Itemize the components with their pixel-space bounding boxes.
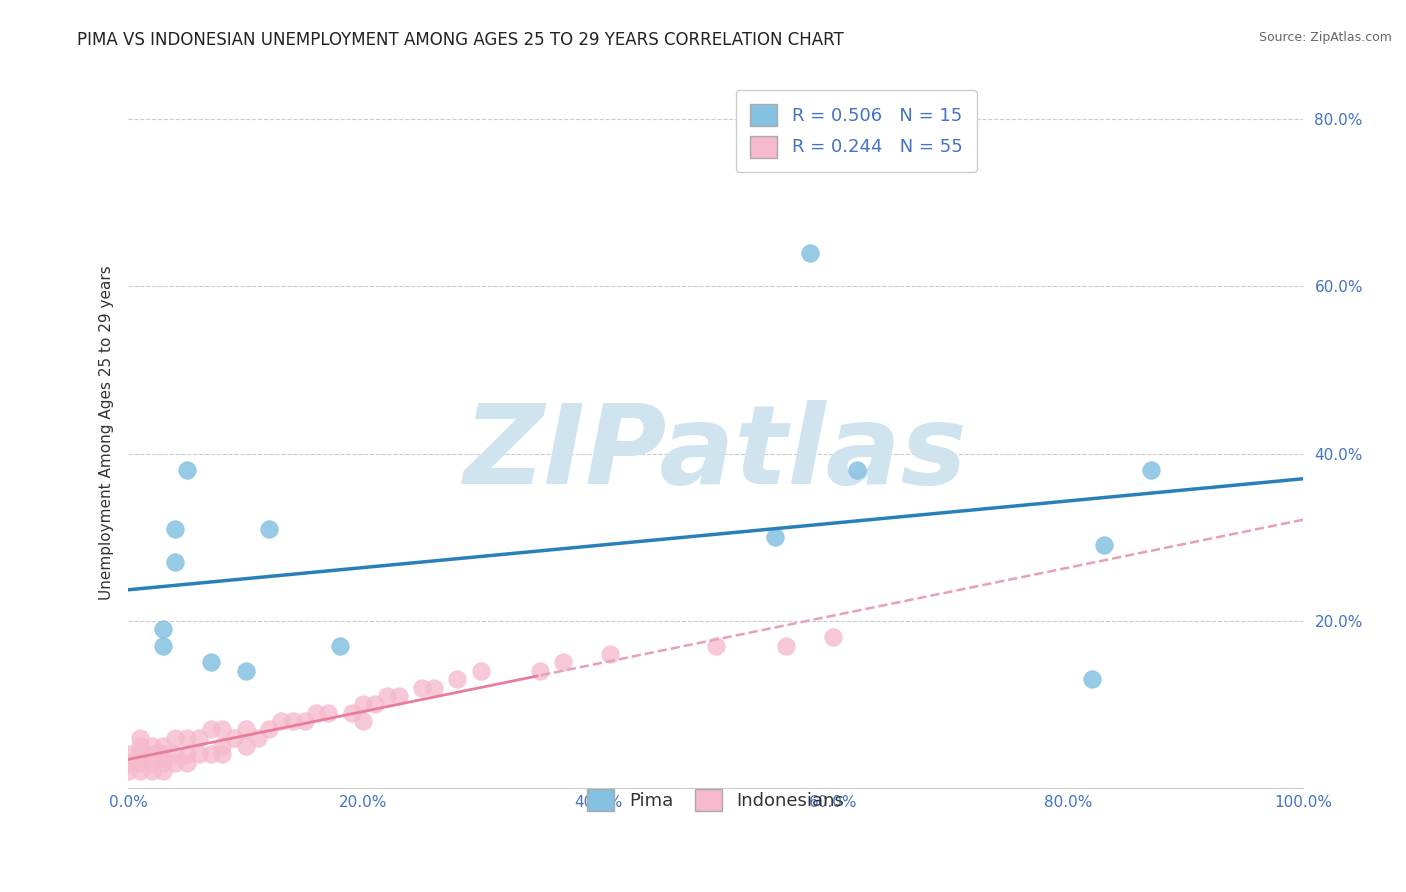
Point xyxy=(200,656,222,670)
Point xyxy=(187,731,209,745)
Point xyxy=(270,714,292,728)
Point xyxy=(117,764,139,779)
Point xyxy=(117,747,139,762)
Point xyxy=(446,672,468,686)
Point xyxy=(281,714,304,728)
Point xyxy=(316,706,339,720)
Point xyxy=(165,747,187,762)
Point xyxy=(165,555,187,569)
Point xyxy=(259,522,281,536)
Point xyxy=(152,747,174,762)
Point xyxy=(799,246,821,260)
Point xyxy=(294,714,316,728)
Point xyxy=(823,631,845,645)
Point xyxy=(176,731,198,745)
Point xyxy=(470,664,492,678)
Point xyxy=(259,723,281,737)
Point xyxy=(141,764,163,779)
Point xyxy=(152,764,174,779)
Point xyxy=(704,639,727,653)
Point xyxy=(152,639,174,653)
Point xyxy=(352,714,374,728)
Point xyxy=(165,522,187,536)
Point xyxy=(129,764,152,779)
Point xyxy=(1092,539,1115,553)
Point xyxy=(200,723,222,737)
Point xyxy=(129,739,152,753)
Point xyxy=(141,747,163,762)
Point xyxy=(246,731,269,745)
Point xyxy=(1081,672,1104,686)
Point xyxy=(152,622,174,636)
Point xyxy=(165,756,187,770)
Point xyxy=(551,656,574,670)
Point xyxy=(211,747,233,762)
Point xyxy=(211,723,233,737)
Point xyxy=(222,731,245,745)
Point xyxy=(599,647,621,661)
Text: PIMA VS INDONESIAN UNEMPLOYMENT AMONG AGES 25 TO 29 YEARS CORRELATION CHART: PIMA VS INDONESIAN UNEMPLOYMENT AMONG AG… xyxy=(77,31,844,49)
Point xyxy=(845,463,868,477)
Point xyxy=(129,747,152,762)
Point xyxy=(423,681,446,695)
Point xyxy=(152,739,174,753)
Point xyxy=(329,639,352,653)
Point xyxy=(141,756,163,770)
Point xyxy=(305,706,328,720)
Point xyxy=(165,731,187,745)
Point xyxy=(152,756,174,770)
Point xyxy=(129,731,152,745)
Point xyxy=(176,463,198,477)
Point xyxy=(340,706,363,720)
Point xyxy=(775,639,797,653)
Point xyxy=(235,664,257,678)
Point xyxy=(187,747,209,762)
Point xyxy=(235,723,257,737)
Point xyxy=(529,664,551,678)
Point xyxy=(235,739,257,753)
Point xyxy=(763,530,786,544)
Point xyxy=(176,747,198,762)
Point xyxy=(1139,463,1161,477)
Point xyxy=(375,689,398,703)
Point xyxy=(129,756,152,770)
Text: Source: ZipAtlas.com: Source: ZipAtlas.com xyxy=(1258,31,1392,45)
Point xyxy=(211,739,233,753)
Point xyxy=(200,747,222,762)
Point xyxy=(117,756,139,770)
Legend: Pima, Indonesians: Pima, Indonesians xyxy=(572,774,859,825)
Point xyxy=(364,698,387,712)
Point xyxy=(141,739,163,753)
Point xyxy=(387,689,409,703)
Text: ZIPatlas: ZIPatlas xyxy=(464,401,967,508)
Point xyxy=(411,681,433,695)
Point xyxy=(352,698,374,712)
Y-axis label: Unemployment Among Ages 25 to 29 years: Unemployment Among Ages 25 to 29 years xyxy=(100,265,114,600)
Point xyxy=(176,756,198,770)
